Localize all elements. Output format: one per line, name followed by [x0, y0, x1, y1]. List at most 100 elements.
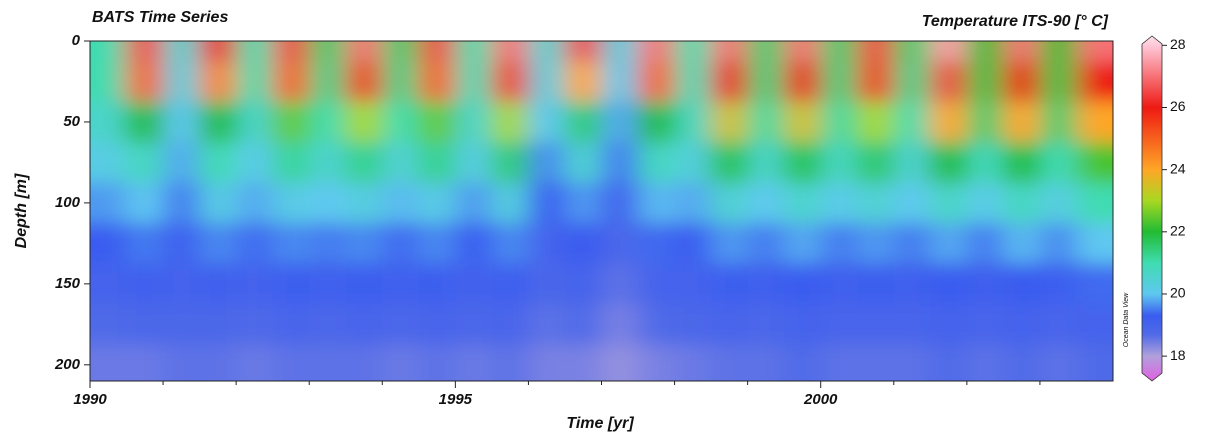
heatmap-cell	[1039, 304, 1077, 346]
colorbar-tick-label: 24	[1170, 160, 1186, 176]
heatmap-cell	[893, 344, 931, 381]
heatmap-cell	[528, 182, 566, 224]
heatmap-cell	[126, 223, 164, 265]
heatmap-cell	[1076, 61, 1113, 103]
heatmap-cell	[857, 304, 895, 346]
heatmap-cell	[1039, 142, 1077, 184]
heatmap-cell	[90, 263, 128, 305]
heatmap-cell	[857, 61, 895, 103]
heatmap-cell	[966, 344, 1004, 381]
heatmap-cell	[491, 61, 529, 103]
heatmap-cell	[564, 142, 602, 184]
colorbar-label: Temperature ITS-90 [° C]	[922, 13, 1109, 30]
heatmap-cell	[236, 344, 274, 381]
heatmap-cell	[199, 182, 237, 224]
heatmap-cell	[601, 223, 639, 265]
heatmap-cell	[857, 263, 895, 305]
heatmap-cell	[126, 101, 164, 143]
heatmap-cell	[820, 263, 858, 305]
heatmap-cell	[455, 344, 493, 381]
heatmap-cell	[893, 182, 931, 224]
heatmap-cell	[1003, 41, 1041, 62]
heatmap-cell	[455, 182, 493, 224]
heatmap-cell	[1003, 223, 1041, 265]
heatmap-cell	[272, 344, 310, 381]
heatmap-cell	[1076, 223, 1113, 265]
heatmap-cell	[418, 41, 456, 62]
heatmap-cell	[309, 223, 347, 265]
x-tick-label: 1995	[439, 391, 473, 408]
heatmap-cell	[163, 61, 201, 103]
heatmap-cell	[126, 142, 164, 184]
heatmap-cell	[857, 101, 895, 143]
y-axis-label: Depth [m]	[13, 173, 30, 248]
y-tick-label: 50	[63, 113, 80, 130]
heatmap-cell	[820, 41, 858, 62]
heatmap-cell	[966, 142, 1004, 184]
heatmap-cell	[1076, 41, 1113, 62]
heatmap-cell	[382, 101, 420, 143]
heatmap-cell	[272, 304, 310, 346]
heatmap-cell	[272, 142, 310, 184]
heatmap-cell	[747, 101, 785, 143]
heatmap-cell	[930, 223, 968, 265]
heatmap-cell	[1039, 223, 1077, 265]
heatmap-cell	[528, 41, 566, 62]
heatmap-cell	[930, 41, 968, 62]
heatmap-cell	[491, 182, 529, 224]
heatmap-cell	[163, 304, 201, 346]
heatmap-cell	[491, 344, 529, 381]
heatmap-cell	[564, 101, 602, 143]
heatmap-cell	[1003, 304, 1041, 346]
heatmap-cell	[199, 142, 237, 184]
heatmap-cell	[382, 263, 420, 305]
y-tick-label: 150	[55, 275, 81, 292]
heatmap-cell	[163, 263, 201, 305]
heatmap-cell	[638, 304, 676, 346]
heatmap-cell	[820, 61, 858, 103]
heatmap-cell	[90, 101, 128, 143]
heatmap-cell	[564, 304, 602, 346]
heatmap-cell	[784, 41, 822, 62]
colorbar-tick-label: 28	[1170, 36, 1186, 52]
heatmap-cell	[893, 142, 931, 184]
heatmap-cell	[747, 304, 785, 346]
heatmap-cell	[893, 101, 931, 143]
heatmap-cell	[857, 223, 895, 265]
heatmap-cell	[1039, 101, 1077, 143]
heatmap-cell	[820, 142, 858, 184]
heatmap-cell	[309, 142, 347, 184]
heatmap-cell	[674, 61, 712, 103]
heatmap-cell	[784, 344, 822, 381]
heatmap-cell	[309, 41, 347, 62]
heatmap-cell	[601, 101, 639, 143]
colorbar-tick-label: 22	[1170, 223, 1186, 239]
heatmap-cell	[601, 263, 639, 305]
heatmap-cell	[236, 142, 274, 184]
x-axis-label: Time [yr]	[566, 415, 634, 432]
heatmap-cell	[382, 61, 420, 103]
heatmap-cell	[893, 304, 931, 346]
heatmap-cell	[930, 61, 968, 103]
heatmap-cell	[601, 182, 639, 224]
heatmap-cell	[601, 41, 639, 62]
y-tick-label: 0	[72, 32, 81, 49]
heatmap-cell	[893, 61, 931, 103]
heatmap-cell	[966, 182, 1004, 224]
heatmap-cell	[820, 223, 858, 265]
heatmap-cell	[930, 101, 968, 143]
heatmap-cell	[674, 41, 712, 62]
heatmap-cell	[199, 344, 237, 381]
heatmap-cell	[1003, 61, 1041, 103]
heatmap-cell	[345, 61, 383, 103]
heatmap-cell	[455, 61, 493, 103]
heatmap-cell	[820, 344, 858, 381]
heatmap-cell	[930, 142, 968, 184]
heatmap-cell	[784, 61, 822, 103]
y-tick-label: 100	[55, 194, 81, 211]
heatmap-cell	[966, 223, 1004, 265]
heatmap-cell	[638, 182, 676, 224]
heatmap-cell	[564, 182, 602, 224]
plot-area	[90, 41, 1113, 381]
x-tick-label: 1990	[73, 391, 107, 408]
